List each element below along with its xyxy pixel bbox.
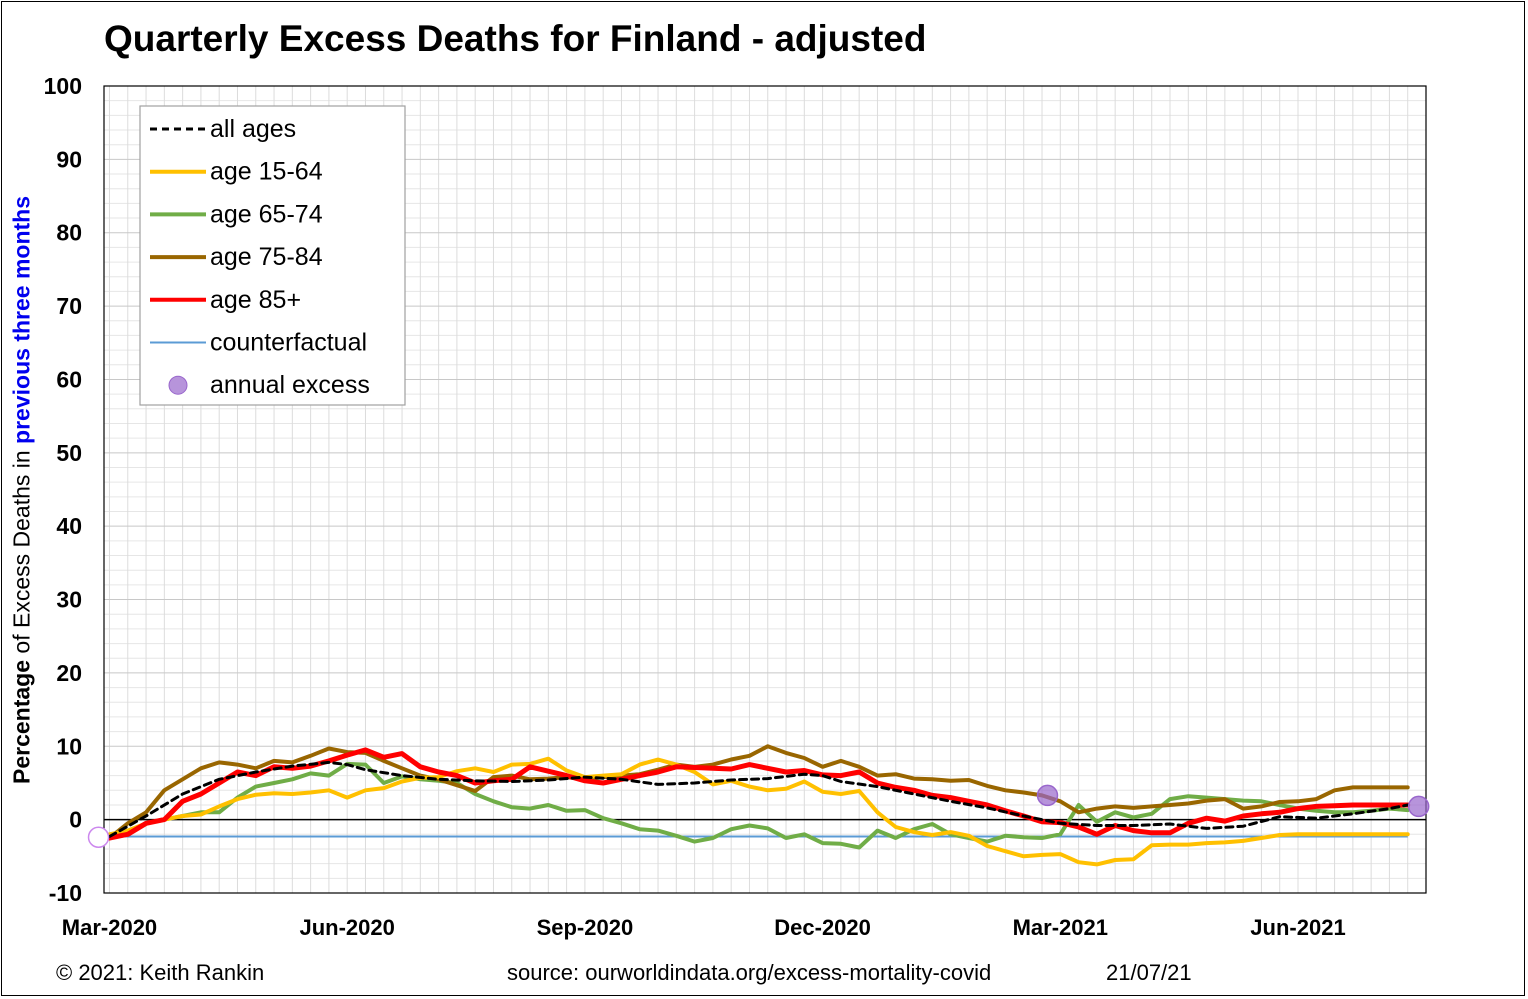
annual-excess-point: [1036, 784, 1059, 807]
footer-date: 21/07/21: [1106, 960, 1192, 985]
series-line-age-75-84: [107, 744, 1410, 840]
chart-title: Quarterly Excess Deaths for Finland - ad…: [104, 18, 927, 59]
y-tick-label: 40: [56, 513, 82, 539]
legend-label: age 65-74: [210, 200, 323, 228]
series-layer: [107, 744, 1411, 867]
x-tick-label: Jun-2021: [1250, 915, 1345, 940]
y-tick-label: 10: [56, 733, 82, 759]
y-tick-label: -10: [49, 880, 82, 906]
y-tick-label: 30: [56, 587, 82, 613]
y-tick-label: 70: [56, 293, 82, 319]
y-tick-label: 50: [56, 440, 82, 466]
legend-label: age 85+: [210, 286, 301, 314]
y-tick-label: 0: [69, 807, 82, 833]
x-tick-label: Mar-2021: [1013, 915, 1108, 940]
legend-marker: [168, 375, 188, 395]
legend: all ages age 15-64 age 65-74 age 75-84 age 8…: [139, 105, 406, 406]
footer-source: source: ourworldindata.org/excess-mortal…: [507, 960, 992, 985]
y-axis: -10 0 10 20 30 40 50 60 70 80 90 100: [44, 73, 82, 906]
y-tick-label: 60: [56, 366, 82, 392]
annual-excess-layer: [87, 784, 1430, 848]
legend-label: all ages: [210, 115, 296, 143]
x-tick-label: Mar-2020: [62, 915, 157, 940]
series-line-all-ages: [108, 760, 1410, 838]
y-tick-label: 90: [56, 146, 82, 172]
annual-excess-point: [87, 826, 110, 848]
x-tick-label: Sep-2020: [537, 915, 634, 940]
legend-label: annual excess: [210, 371, 370, 399]
y-tick-label: 80: [56, 220, 82, 246]
series-line-age-65-74: [107, 761, 1410, 850]
series-line-age-15-64: [107, 756, 1410, 867]
footer-copyright: © 2021: Keith Rankin: [56, 960, 265, 985]
plot-area-border: [103, 85, 1427, 894]
y-tick-label: 100: [44, 73, 82, 99]
legend-label: counterfactual: [210, 329, 367, 357]
y-tick-label: 20: [56, 660, 82, 686]
legend-label: age 15-64: [210, 158, 323, 186]
x-tick-label: Dec-2020: [774, 915, 871, 940]
x-tick-label: Jun-2020: [299, 915, 394, 940]
x-axis: Mar-2020 Jun-2020 Sep-2020 Dec-2020 Mar-2021…: [62, 915, 1346, 940]
legend-label: age 75-84: [210, 243, 323, 271]
annual-excess-point: [1407, 795, 1430, 818]
